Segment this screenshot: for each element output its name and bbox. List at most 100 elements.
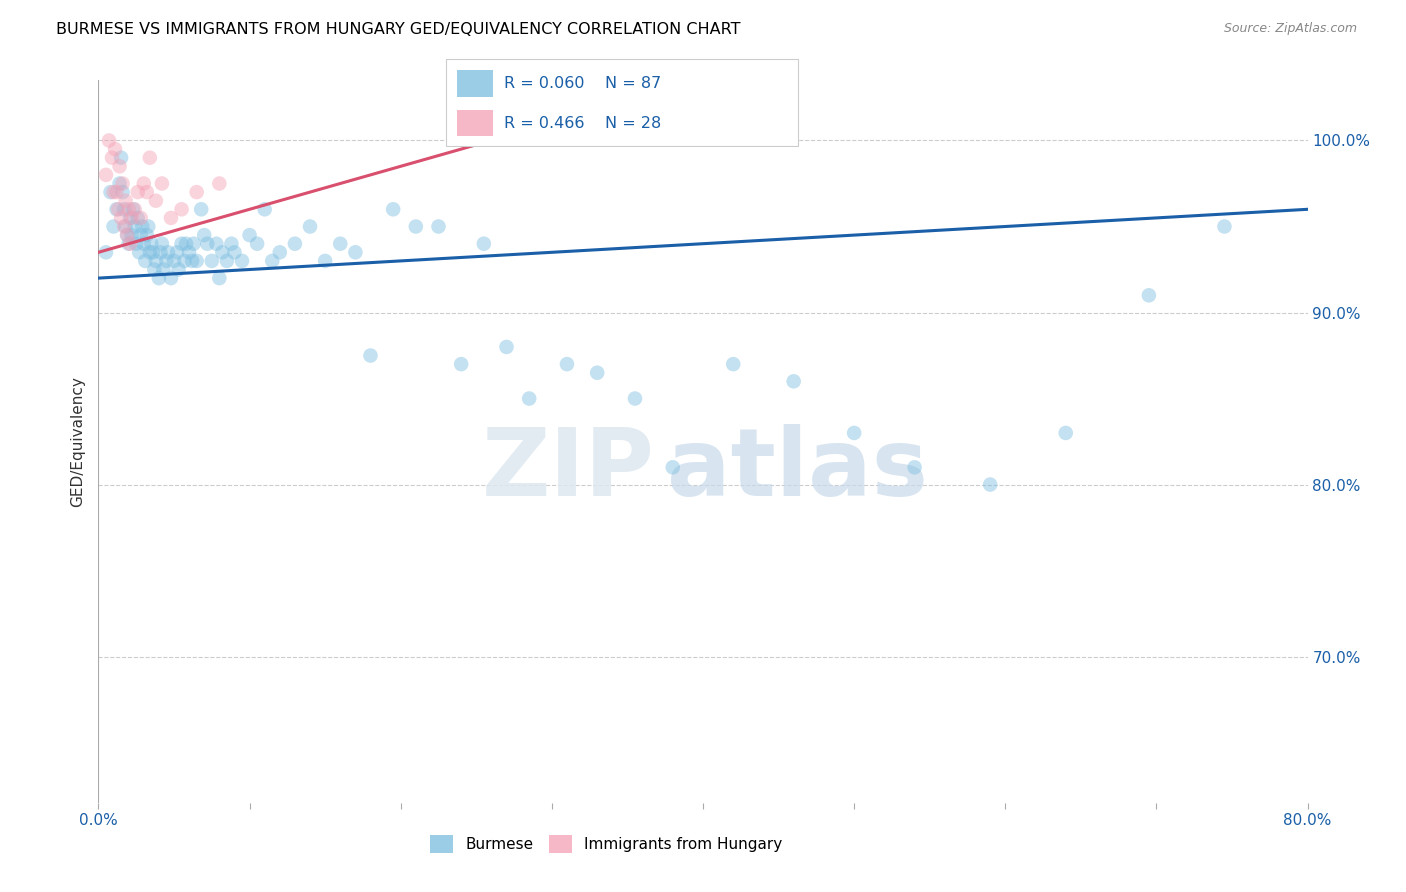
Point — [329, 236, 352, 251]
Point — [115, 228, 138, 243]
Point — [284, 236, 307, 251]
Point — [205, 236, 228, 251]
Text: R = 0.466    N = 28: R = 0.466 N = 28 — [503, 116, 661, 130]
Point — [111, 185, 134, 199]
Point — [170, 202, 193, 217]
Point — [195, 236, 218, 251]
Point — [103, 219, 125, 234]
Point — [132, 236, 155, 251]
Point — [114, 194, 136, 208]
Point — [783, 375, 806, 389]
Point — [360, 349, 382, 363]
Point — [382, 202, 405, 217]
Point — [121, 228, 143, 243]
Point — [221, 236, 243, 251]
Point — [131, 219, 153, 234]
Point — [143, 262, 166, 277]
Point — [107, 202, 129, 217]
Point — [314, 253, 336, 268]
Point — [174, 236, 197, 251]
Point — [120, 211, 142, 225]
Point — [118, 202, 141, 217]
Text: BURMESE VS IMMIGRANTS FROM HUNGARY GED/EQUIVALENCY CORRELATION CHART: BURMESE VS IMMIGRANTS FROM HUNGARY GED/E… — [56, 22, 741, 37]
FancyBboxPatch shape — [447, 59, 797, 146]
Point — [167, 262, 190, 277]
Point — [495, 340, 517, 354]
Point — [344, 245, 367, 260]
Point — [105, 185, 128, 199]
Point — [555, 357, 578, 371]
Point — [108, 177, 131, 191]
Point — [129, 211, 152, 225]
Point — [139, 245, 162, 260]
Point — [173, 253, 195, 268]
Point — [224, 245, 246, 260]
Legend: Burmese, Immigrants from Hungary: Burmese, Immigrants from Hungary — [423, 827, 790, 860]
Point — [121, 211, 143, 225]
Point — [141, 236, 163, 251]
Point — [1213, 219, 1236, 234]
Point — [179, 245, 201, 260]
Point — [94, 245, 117, 260]
Text: atlas: atlas — [666, 425, 928, 516]
Point — [166, 245, 188, 260]
Point — [98, 133, 121, 147]
Point — [127, 185, 149, 199]
Point — [723, 357, 745, 371]
Point — [193, 228, 215, 243]
Point — [112, 202, 135, 217]
Point — [139, 151, 162, 165]
Point — [135, 228, 157, 243]
Point — [145, 194, 167, 208]
Point — [149, 245, 172, 260]
Point — [186, 185, 208, 199]
Text: Source: ZipAtlas.com: Source: ZipAtlas.com — [1223, 22, 1357, 36]
Point — [624, 392, 647, 406]
Point — [125, 236, 148, 251]
Point — [129, 228, 152, 243]
Point — [122, 202, 145, 217]
Point — [118, 236, 141, 251]
Point — [150, 236, 173, 251]
Point — [186, 253, 208, 268]
Point — [124, 219, 146, 234]
Point — [110, 211, 132, 225]
Point — [427, 219, 450, 234]
Point — [904, 460, 927, 475]
Point — [148, 271, 170, 285]
Point — [155, 253, 177, 268]
Point — [124, 202, 146, 217]
Point — [135, 185, 157, 199]
Point — [450, 357, 472, 371]
Point — [979, 477, 1001, 491]
Point — [208, 177, 231, 191]
Point — [110, 151, 132, 165]
Point — [112, 219, 135, 234]
Point — [299, 219, 322, 234]
Point — [211, 245, 233, 260]
Point — [586, 366, 609, 380]
Bar — [457, 70, 494, 97]
Point — [145, 253, 167, 268]
Point — [136, 219, 159, 234]
Point — [269, 245, 291, 260]
Point — [156, 245, 179, 260]
Point — [105, 202, 128, 217]
Point — [201, 253, 224, 268]
Point — [246, 236, 269, 251]
Point — [94, 168, 117, 182]
Point — [1137, 288, 1160, 302]
Point — [127, 211, 149, 225]
Point — [215, 253, 238, 268]
Text: ZIP: ZIP — [482, 425, 655, 516]
Point — [181, 253, 204, 268]
Point — [103, 185, 125, 199]
Point — [661, 460, 683, 475]
Point — [262, 253, 284, 268]
Point — [1054, 425, 1077, 440]
Point — [142, 245, 165, 260]
Point — [163, 253, 186, 268]
Point — [152, 262, 174, 277]
Point — [231, 253, 253, 268]
Bar — [457, 110, 494, 136]
